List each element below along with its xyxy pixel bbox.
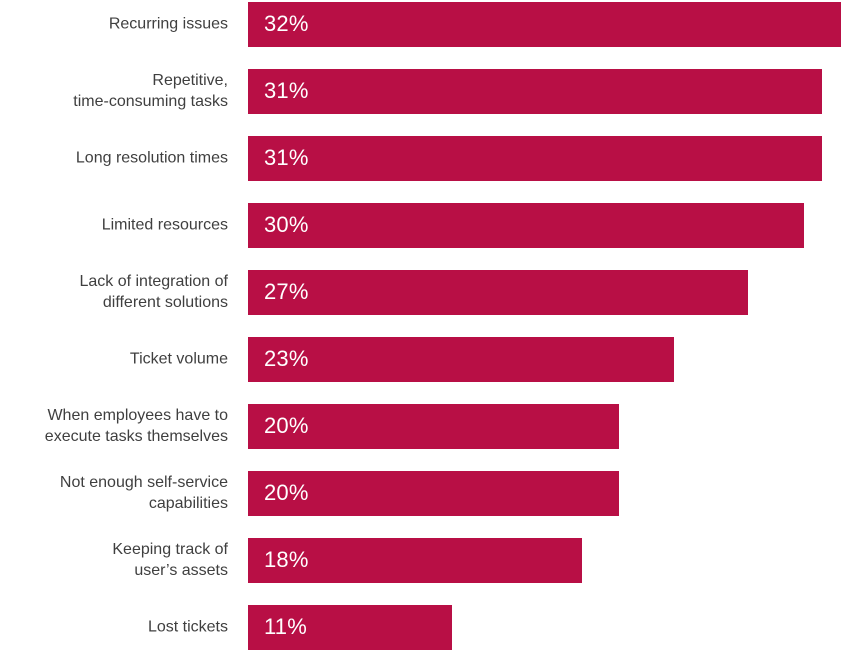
- bar: 18%: [248, 537, 582, 583]
- bar: 20%: [248, 470, 619, 516]
- bar-value-label: 20%: [264, 480, 309, 505]
- bar-value-label: 18%: [264, 547, 309, 572]
- category-label: Ticket volume: [129, 350, 228, 368]
- bar-value-label: 31%: [264, 145, 309, 170]
- bar-value-label: 31%: [264, 78, 309, 103]
- bar: 30%: [248, 202, 804, 248]
- bar-value-label: 23%: [264, 346, 309, 371]
- category-label: Not enough self-service capabilities: [59, 474, 228, 512]
- bar-value-label: 30%: [264, 212, 309, 237]
- bar: 31%: [248, 68, 822, 114]
- category-label: Lost tickets: [147, 618, 228, 636]
- category-label: Recurring issues: [108, 15, 228, 33]
- category-label: Keeping track of user’s assets: [112, 541, 228, 579]
- bar-value-label: 20%: [264, 413, 309, 438]
- category-label: When employees have to execute tasks the…: [44, 407, 228, 445]
- bar: 31%: [248, 135, 822, 181]
- category-label: Long resolution times: [75, 149, 228, 167]
- bar-value-label: 32%: [264, 11, 309, 36]
- bar-value-label: 27%: [264, 279, 309, 304]
- category-label: Limited resources: [101, 216, 228, 234]
- category-label: Repetitive, time-consuming tasks: [73, 72, 228, 110]
- bar: 11%: [248, 604, 452, 650]
- category-label: Lack of integration of different solutio…: [79, 273, 228, 311]
- bar: 23%: [248, 336, 674, 382]
- bar: 27%: [248, 269, 748, 315]
- bar: 32%: [248, 1, 841, 47]
- bar: 20%: [248, 403, 619, 449]
- bar-value-label: 11%: [264, 614, 307, 639]
